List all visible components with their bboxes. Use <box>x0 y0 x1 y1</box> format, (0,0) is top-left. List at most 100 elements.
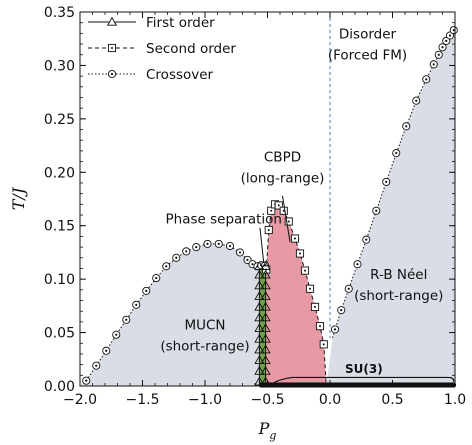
x-tick-label: −1.0 <box>188 392 222 408</box>
y-tick-label: 0.20 <box>44 165 75 181</box>
x-tick-label: −1.5 <box>126 392 160 408</box>
crossover-point <box>353 260 362 269</box>
crossover-marker-dot <box>206 242 209 245</box>
region-label-cbpd: CBPD <box>264 150 301 166</box>
legend-marker-triangle <box>106 16 118 26</box>
second-order-marker-dot <box>277 204 280 207</box>
crossover-marker-dot <box>135 303 138 306</box>
second-order-point <box>300 266 310 275</box>
x-tick-label: 0.5 <box>381 392 403 408</box>
crossover-marker-dot <box>228 244 232 248</box>
legend-marker-square <box>107 43 117 53</box>
second-order-marker-dot <box>111 47 113 49</box>
second-order-marker-dot <box>287 220 290 223</box>
first-order-point <box>260 312 271 322</box>
crossover-point <box>438 43 447 52</box>
first-order-point <box>260 333 271 343</box>
crossover-marker-dot <box>347 287 350 290</box>
second-order-marker-dot <box>319 325 321 328</box>
crossover-marker-dot <box>385 180 388 184</box>
first-order-point <box>254 261 265 270</box>
phase-separation-pointer <box>259 227 265 264</box>
legend-label: First order <box>146 15 215 31</box>
data-markers <box>82 26 458 388</box>
x-tick-label: 0.0 <box>319 392 341 408</box>
crossover-marker-dot <box>340 309 343 312</box>
crossover-marker-dot <box>365 238 368 241</box>
x-tick-label: −0.5 <box>251 392 285 408</box>
crossover-point <box>362 235 371 244</box>
crossover-marker-dot <box>448 34 452 37</box>
crossover-marker-dot <box>175 256 178 259</box>
first-order-point <box>260 269 271 279</box>
crossover-point <box>214 239 223 248</box>
second-order-point <box>264 225 273 235</box>
region-label-cbpd: (long-range) <box>241 171 325 187</box>
crossover-marker-dot <box>110 72 114 76</box>
crossover-point <box>92 361 101 370</box>
crossover-point <box>412 96 421 105</box>
x-tick-label: −2.0 <box>63 392 97 408</box>
second-order-line <box>265 203 327 387</box>
first-order-point <box>254 365 265 375</box>
crossover-marker-dot <box>105 349 108 352</box>
crossover-point <box>122 315 131 324</box>
second-order-point <box>290 234 300 243</box>
crossover-point <box>402 122 411 131</box>
crossover-point <box>102 346 111 355</box>
crossover-marker-dot <box>333 328 337 331</box>
crossover-point <box>192 243 201 252</box>
crossover-marker-dot <box>115 333 118 336</box>
crossover-point <box>337 306 346 315</box>
crossover-point <box>372 206 381 215</box>
crossover-point <box>429 60 438 69</box>
crossover-point <box>82 376 91 385</box>
first-order-point <box>254 280 265 290</box>
x-axis-title-subscript: g <box>269 429 276 442</box>
crossover-point <box>152 274 161 283</box>
crossover-point <box>449 26 458 35</box>
crossover-point <box>330 325 340 334</box>
second-order-point <box>284 217 293 226</box>
crossover-point <box>162 262 171 271</box>
first-order-point <box>254 333 265 343</box>
region-label-rb-neel: R-B Néel <box>370 267 427 283</box>
x-tick-label: 1.0 <box>444 392 466 408</box>
crossover-marker-dot <box>95 364 98 367</box>
crossover-marker-dot <box>432 63 435 66</box>
crossover-marker-dot <box>441 46 444 49</box>
crossover-marker-dot <box>238 251 242 254</box>
second-order-point <box>310 302 320 311</box>
first-order-point <box>254 291 265 300</box>
crossover-marker-dot <box>185 250 188 253</box>
region-labels: Disorder (Forced FM) CBPD (long-range) Phase… <box>160 27 443 376</box>
crossover-marker-dot <box>145 289 148 292</box>
crossover-marker-dot <box>251 263 254 266</box>
first-order-point <box>254 269 265 279</box>
crossover-point <box>112 330 121 339</box>
first-order-point <box>260 365 271 375</box>
crossover-marker-dot <box>155 276 158 280</box>
y-tick-label: 0.00 <box>44 379 75 395</box>
crossover-point <box>203 239 212 248</box>
second-order-point <box>315 322 325 331</box>
crossover-point <box>132 300 141 309</box>
second-order-marker-dot <box>304 269 306 272</box>
region-label-su3: SU(3) <box>345 362 383 376</box>
second-order-point <box>295 249 305 258</box>
legend-label: Crossover <box>146 67 214 83</box>
x-axis-title: Pg <box>258 419 277 442</box>
crossover-point <box>422 75 431 84</box>
region-label-disorder: Disorder <box>339 27 397 43</box>
second-order-marker-dot <box>309 287 311 290</box>
first-order-point <box>254 323 265 332</box>
first-order-point <box>254 301 265 311</box>
crossover-point <box>344 284 353 293</box>
first-order-point <box>260 261 271 270</box>
crossover-point <box>382 177 391 186</box>
region-label-mucn: MUCN <box>184 317 225 333</box>
first-order-point <box>260 355 271 365</box>
crossover-marker-dot <box>405 125 408 128</box>
y-tick-label: 0.35 <box>44 5 75 21</box>
